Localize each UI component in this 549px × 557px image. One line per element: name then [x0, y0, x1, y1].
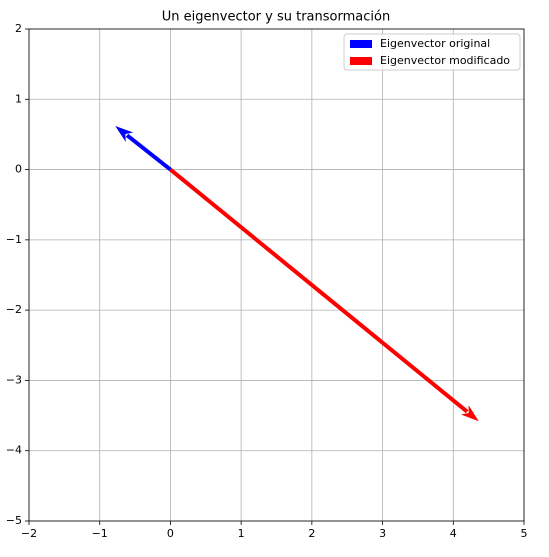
arrow [169, 168, 479, 422]
y-tick-label: 2 [15, 22, 22, 35]
x-tick-label: 3 [379, 527, 386, 540]
arrow-head [461, 405, 479, 422]
y-tick-label: −3 [6, 373, 22, 386]
chart-title: Un eigenvector y su transormación [162, 10, 390, 25]
x-tick-label: 1 [238, 527, 245, 540]
y-tick-label: 1 [15, 92, 22, 105]
y-tick-label: 0 [15, 163, 22, 176]
x-tick-label: 5 [521, 527, 528, 540]
legend-swatch [350, 40, 372, 48]
legend-swatch [350, 57, 372, 65]
legend-box [343, 33, 521, 71]
arrow-shaft [125, 133, 172, 172]
arrow-head [115, 125, 134, 142]
arrow-shaft [169, 168, 469, 414]
y-tick-label: −1 [6, 233, 22, 246]
y-tick-label: −5 [6, 514, 22, 527]
arrow [115, 125, 172, 172]
legend-label: Eigenvector original [380, 37, 490, 50]
y-tick-label: −4 [6, 444, 22, 457]
legend-label: Eigenvector modificado [380, 54, 510, 67]
x-tick-label: 2 [308, 527, 315, 540]
y-tick-label: −2 [6, 303, 22, 316]
x-tick-label: 4 [450, 527, 457, 540]
x-tick-label: −1 [92, 527, 108, 540]
plot-frame [28, 28, 525, 522]
x-tick-label: −2 [21, 527, 37, 540]
x-tick-label: 0 [167, 527, 174, 540]
